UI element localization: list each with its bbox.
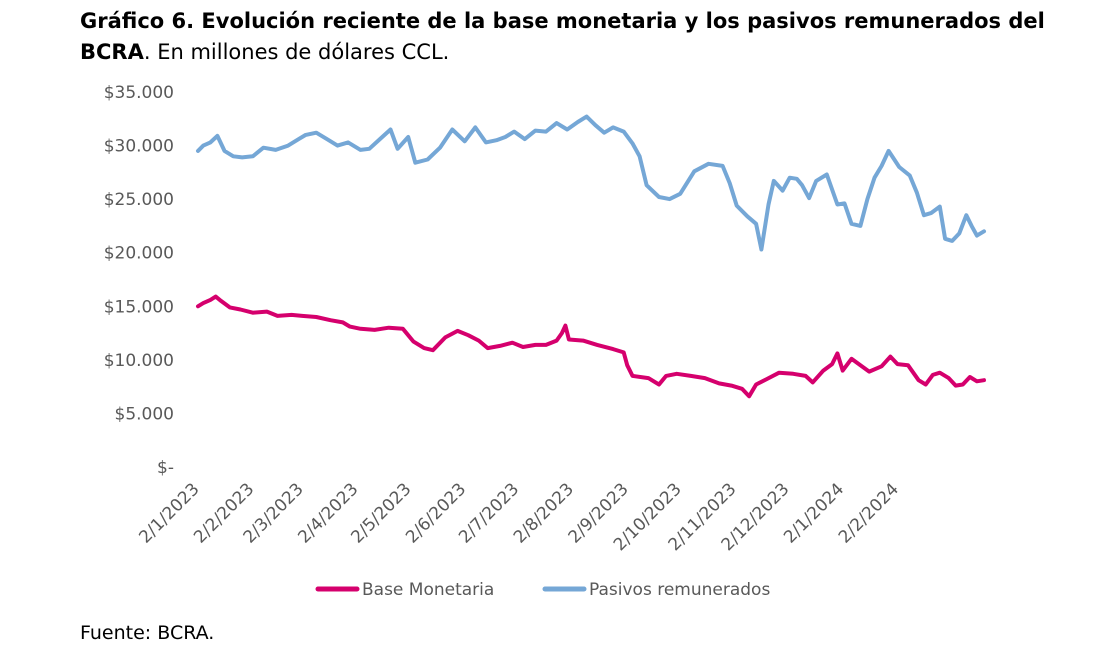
series-line-base-monetaria	[196, 294, 986, 399]
series-lines	[196, 114, 986, 399]
y-tick-label: $25.000	[104, 190, 174, 210]
y-tick-label: $35.000	[104, 83, 174, 103]
chart-title-rest: . En millones de dólares CCL.	[143, 40, 450, 64]
chart-title-bold: Gráfico 6. Evolución reciente de la base…	[80, 9, 1045, 64]
y-tick-label: $-	[157, 458, 174, 478]
legend-label-base-monetaria: Base Monetaria	[362, 580, 494, 600]
y-tick-label: $15.000	[104, 297, 174, 317]
y-tick-label: $5.000	[115, 404, 174, 424]
legend: Base Monetaria Pasivos remunerados	[315, 580, 770, 600]
x-axis-ticks: 2/1/20232/2/20232/3/20232/4/20232/5/2023…	[135, 479, 903, 555]
chart-title: Gráfico 6. Evolución reciente de la base…	[80, 6, 1080, 68]
y-tick-label: $20.000	[104, 244, 174, 264]
y-tick-label: $10.000	[104, 351, 174, 371]
series-line-pasivos-remunerados	[196, 114, 986, 252]
source-note: Fuente: BCRA.	[80, 622, 215, 644]
legend-label-pasivos-remunerados: Pasivos remunerados	[589, 580, 770, 600]
y-axis-ticks: $- $5.000 $10.000 $15.000 $20.000 $25.000 $30.…	[104, 83, 174, 478]
y-tick-label: $30.000	[104, 137, 174, 157]
x-tick-label: 2/2/2024	[835, 479, 903, 547]
